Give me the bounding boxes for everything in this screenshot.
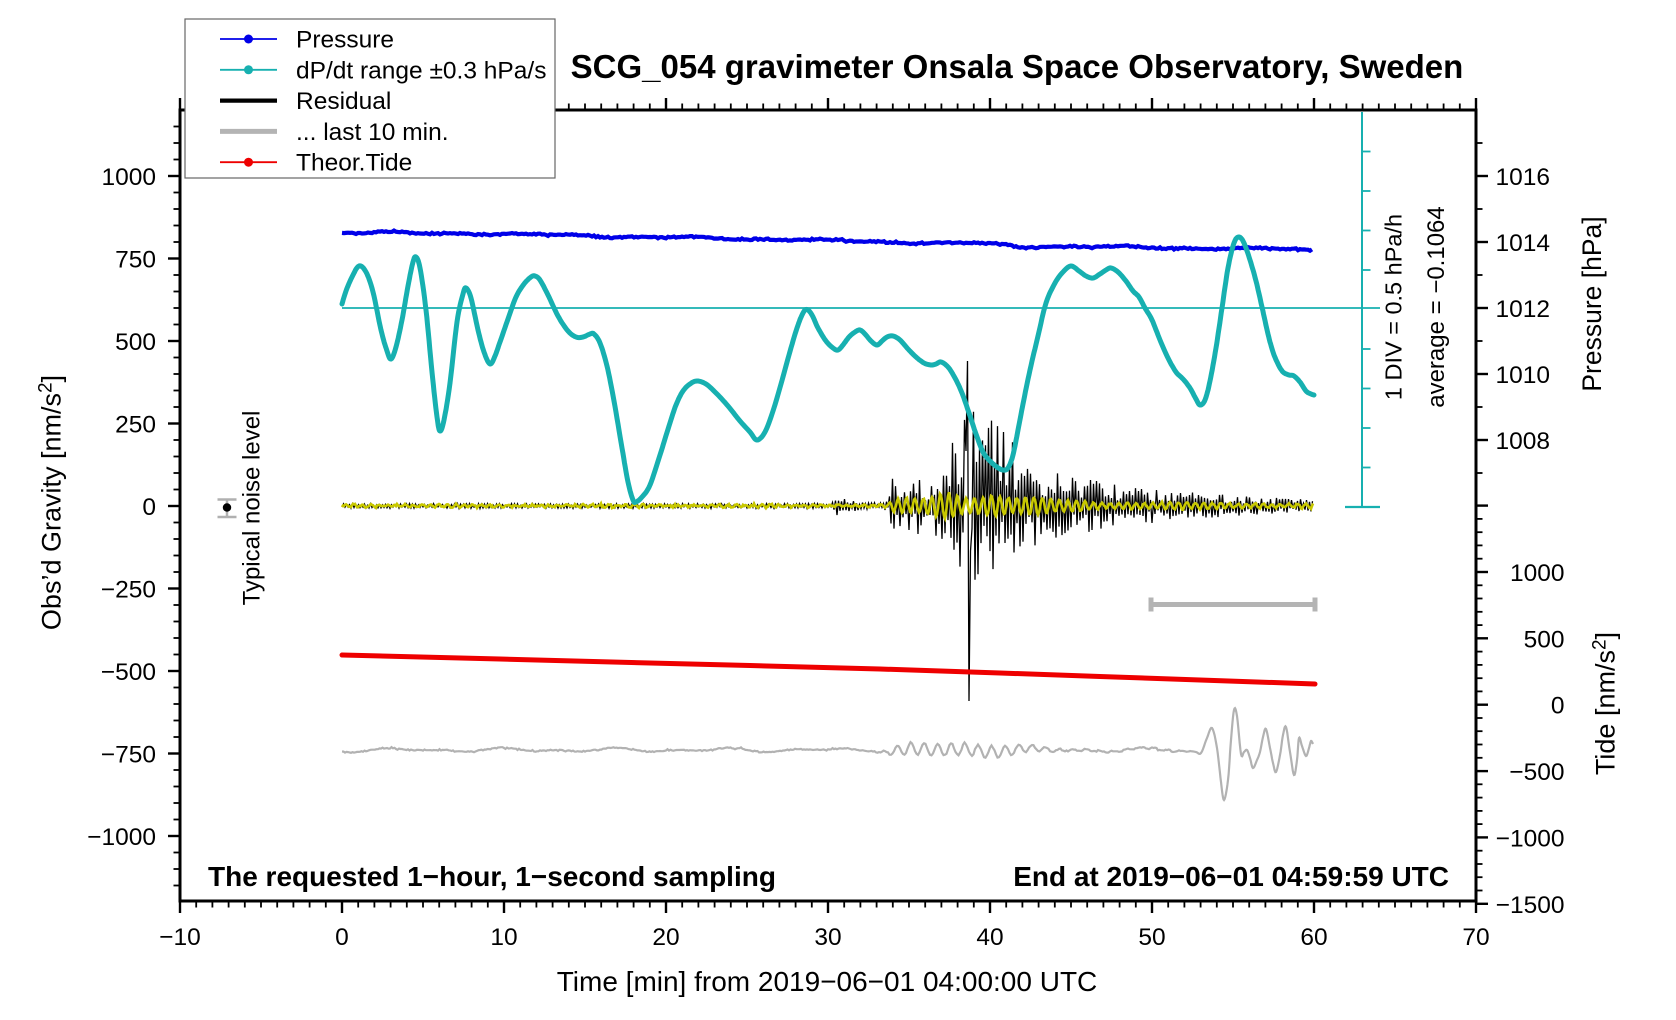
svg-text:End at 2019−06−01 04:59:59 UTC: End at 2019−06−01 04:59:59 UTC [1013, 861, 1449, 892]
svg-text:30: 30 [814, 924, 841, 951]
svg-text:Residual: Residual [296, 88, 391, 115]
svg-text:60: 60 [1300, 924, 1327, 951]
svg-text:70: 70 [1462, 924, 1489, 951]
svg-text:1000: 1000 [101, 164, 156, 191]
svg-text:500: 500 [115, 329, 156, 356]
svg-text:750: 750 [115, 247, 156, 274]
svg-text:20: 20 [652, 924, 679, 951]
svg-text:Time [min] from 2019−06−01 04:: Time [min] from 2019−06−01 04:00:00 UTC [557, 966, 1098, 997]
svg-text:average = −0.1064: average = −0.1064 [1423, 206, 1450, 408]
svg-text:Pressure [hPa]: Pressure [hPa] [1577, 216, 1607, 391]
svg-text:10: 10 [490, 924, 517, 951]
svg-text:1 DIV = 0.5 hPa/h: 1 DIV = 0.5 hPa/h [1381, 214, 1407, 400]
svg-text:−1000: −1000 [87, 824, 156, 851]
svg-text:1008: 1008 [1495, 428, 1550, 455]
svg-text:−250: −250 [101, 577, 156, 604]
svg-text:Typical noise level: Typical noise level [239, 411, 266, 606]
svg-text:−1000: −1000 [1496, 825, 1565, 852]
svg-text:−750: −750 [101, 742, 156, 769]
svg-text:−1500: −1500 [1496, 892, 1565, 919]
svg-text:1010: 1010 [1495, 362, 1550, 389]
svg-text:1014: 1014 [1495, 230, 1550, 257]
svg-text:... last 10 min.: ... last 10 min. [296, 119, 449, 146]
svg-text:Theor.Tide: Theor.Tide [296, 150, 412, 177]
svg-text:dP/dt range ±0.3 hPa/s: dP/dt range ±0.3 hPa/s [296, 57, 546, 84]
svg-text:−500: −500 [1509, 759, 1564, 786]
svg-text:−500: −500 [101, 659, 156, 686]
svg-text:0: 0 [335, 924, 349, 951]
svg-text:40: 40 [976, 924, 1003, 951]
svg-text:500: 500 [1524, 626, 1565, 653]
svg-text:1016: 1016 [1495, 164, 1550, 191]
svg-text:SCG_054 gravimeter Onsala Spac: SCG_054 gravimeter Onsala Space Observat… [571, 48, 1464, 85]
svg-text:250: 250 [115, 412, 156, 439]
svg-text:Pressure: Pressure [296, 27, 394, 54]
svg-text:1000: 1000 [1510, 560, 1565, 587]
svg-text:1012: 1012 [1495, 296, 1550, 323]
svg-text:Tide [nm/s2]: Tide [nm/s2] [1590, 632, 1621, 775]
svg-text:Obs’d Gravity [nm/s2]: Obs’d Gravity [nm/s2] [36, 375, 67, 630]
svg-text:0: 0 [142, 494, 156, 521]
svg-text:0: 0 [1551, 693, 1565, 720]
svg-text:The requested 1−hour, 1−second: The requested 1−hour, 1−second sampling [208, 861, 776, 892]
svg-text:50: 50 [1138, 924, 1165, 951]
svg-text:−10: −10 [159, 924, 201, 951]
